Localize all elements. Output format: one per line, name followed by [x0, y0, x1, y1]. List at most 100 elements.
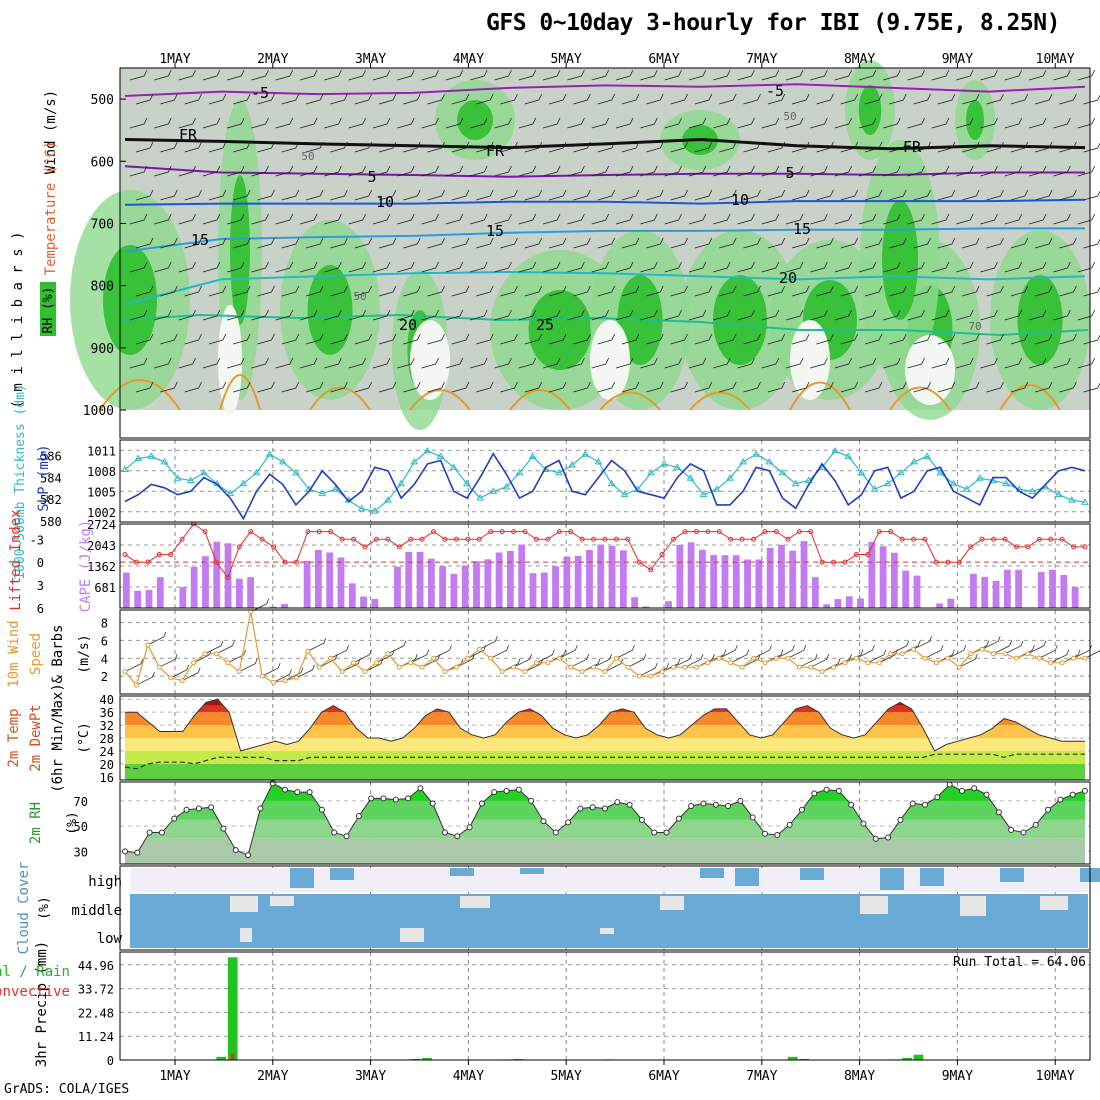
li-marker: [522, 529, 528, 535]
cloud-label: Cloud Cover: [16, 862, 32, 955]
rh-band: [125, 838, 1085, 864]
upper-wind-barb: [421, 117, 439, 129]
upper-wind-barb: [397, 165, 415, 177]
cape-bar: [1049, 569, 1056, 608]
upper-wind-barb: [937, 237, 956, 249]
li-marker: [488, 529, 494, 535]
wind10-barb: [296, 664, 315, 679]
wind10-barb: [250, 598, 270, 613]
upper-wind-barb: [834, 69, 853, 81]
wind10-marker: [773, 655, 779, 661]
upper-wind-barb: [962, 333, 980, 345]
upper-wind-barb: [208, 333, 227, 345]
cape-tick-label: 2724: [87, 518, 116, 532]
wind10-marker: [236, 669, 242, 675]
thickness-marker: [752, 450, 761, 457]
rh-unit: (%): [65, 811, 80, 834]
wind10-marker: [853, 655, 859, 661]
upper-wind-barb: [986, 189, 1004, 201]
upper-wind-barb: [129, 117, 148, 129]
wind10-marker: [1013, 655, 1019, 661]
upper-wind-barb: [615, 165, 634, 177]
thickness-marker: [1054, 490, 1063, 498]
upper-wind-barb: [305, 189, 324, 201]
upper-wind-barb: [129, 213, 148, 225]
wind10-marker: [796, 664, 802, 670]
upper-wind-barb: [403, 285, 421, 297]
upper-wind-barb: [834, 309, 853, 321]
cloud-high-block: [330, 868, 354, 880]
thickness-marker: [357, 504, 366, 512]
upper-wind-barb: [330, 237, 348, 249]
rh2m-marker: [565, 819, 572, 826]
thickness-marker: [791, 479, 800, 487]
wind10-marker: [956, 664, 962, 670]
upper-wind-barb: [397, 69, 415, 81]
rh-dry-region: [590, 320, 630, 400]
upper-wind-barb: [208, 141, 227, 153]
upper-wind-barb: [548, 381, 567, 393]
cape-bar: [145, 590, 153, 608]
wind10-barb: [867, 649, 887, 664]
wind10-barb: [524, 658, 544, 673]
wind10-barb: [616, 645, 635, 659]
wind10-barb: [421, 654, 441, 668]
upper-wind-barb: [257, 93, 275, 105]
upper-wind-barb: [445, 357, 464, 369]
thickness-marker: [160, 457, 169, 465]
upper-wind-barb: [834, 261, 853, 273]
upper-wind-barb: [403, 141, 421, 153]
upper-wind-barb: [719, 189, 737, 201]
wind10-barb: [330, 645, 350, 659]
cape-bar: [642, 606, 650, 608]
upper-wind-barb: [670, 189, 688, 201]
cape-bar: [269, 606, 277, 608]
upper-wind-barb: [305, 93, 324, 105]
upper-wind-barb: [816, 93, 834, 105]
rh2m-marker: [897, 816, 904, 823]
precip-label: 3hr Precip (mm): [34, 941, 50, 1067]
upper-wind-barb: [202, 213, 221, 225]
rh2m-marker: [183, 806, 190, 813]
panel-frame-cape: [119, 523, 1091, 609]
thickness-marker: [252, 468, 261, 476]
upper-wind-barb: [421, 357, 439, 369]
thickness-marker: [607, 479, 616, 487]
upper-wind-barb: [956, 69, 974, 81]
upper-wind-barb: [160, 285, 178, 297]
cape-bar: [1037, 571, 1045, 608]
wind10-marker: [271, 679, 277, 685]
li-marker: [271, 544, 277, 550]
cloud-high-block: [520, 868, 544, 874]
wind-label-1: 10m Wind: [6, 620, 22, 687]
thickness-tick-label: 584: [40, 471, 62, 485]
upper-wind-barb: [397, 213, 415, 225]
li-marker: [933, 559, 939, 565]
upper-wind-barb: [445, 213, 464, 225]
wind10-barb: [856, 645, 875, 659]
wind10-marker: [156, 664, 162, 670]
rh2m-marker: [1057, 796, 1064, 803]
upper-wind-barb: [208, 189, 227, 201]
upper-wind-barb: [913, 141, 931, 153]
wind10-marker: [328, 655, 334, 661]
upper-wind-barb: [445, 69, 464, 81]
upper-wind-barb: [324, 213, 342, 225]
upper-wind-barb: [135, 93, 154, 105]
upper-wind-barb: [257, 141, 275, 153]
thickness-marker: [226, 489, 235, 497]
upper-wind-barb: [1010, 333, 1029, 345]
upper-wind-barb: [743, 189, 761, 201]
li-marker: [693, 529, 699, 535]
precip-bar: [513, 1058, 524, 1060]
date-label-top: 6MAY: [648, 52, 679, 67]
upper-wind-barb: [154, 117, 172, 129]
li-marker: [1059, 536, 1065, 542]
li-marker: [339, 536, 345, 542]
isotherm-label: 5: [785, 164, 794, 182]
upper-wind-barb: [1077, 357, 1096, 369]
upper-wind-barb: [737, 261, 755, 273]
cloud-middle-gap: [660, 896, 684, 910]
wind10-barb: [239, 658, 258, 673]
li-marker: [602, 536, 608, 542]
